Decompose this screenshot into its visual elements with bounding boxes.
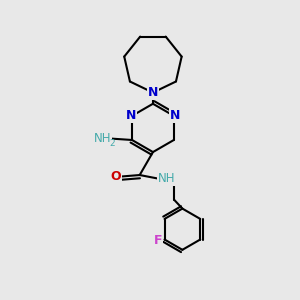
Text: N: N bbox=[170, 109, 181, 122]
Text: 2: 2 bbox=[109, 139, 115, 148]
Text: N: N bbox=[125, 109, 136, 122]
Text: NH: NH bbox=[94, 132, 111, 145]
Text: NH: NH bbox=[158, 172, 175, 185]
Text: O: O bbox=[111, 170, 122, 183]
Text: F: F bbox=[154, 235, 162, 248]
Text: N: N bbox=[148, 86, 158, 99]
